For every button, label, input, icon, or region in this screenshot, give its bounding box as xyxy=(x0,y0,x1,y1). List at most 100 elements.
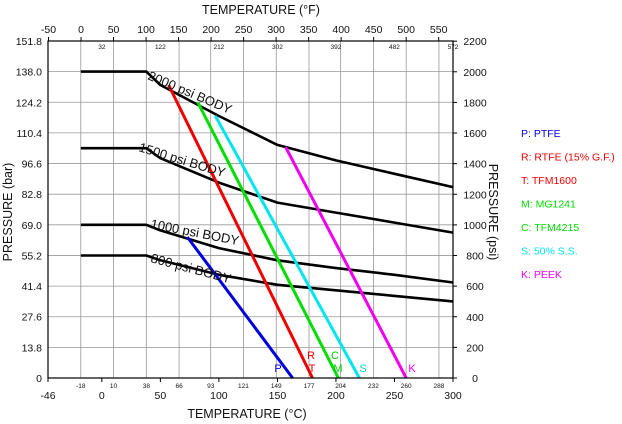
body-curve-line xyxy=(80,70,454,189)
right-tick-label: 1800 xyxy=(463,97,487,109)
top-minor-tick-label: 212 xyxy=(213,44,224,51)
top-tick-label: 0 xyxy=(78,24,84,36)
bottom-tick-label: -46 xyxy=(40,390,55,402)
bottom-minor-tick-label: 288 xyxy=(434,383,445,390)
bottom-tick-label: 0 xyxy=(99,390,105,402)
bottom-tick-label: 200 xyxy=(327,390,345,402)
legend-item-K: K: PEEK xyxy=(521,269,562,281)
top-tick-label: 350 xyxy=(300,24,318,36)
bottom-minor-tick-label: 149 xyxy=(271,383,282,390)
series-line-R xyxy=(167,84,314,379)
bottom-axis-title: TEMPERATURE (°C) xyxy=(187,407,306,421)
legend-item-S: S: 50% S.S. xyxy=(521,246,578,258)
body-curves xyxy=(80,70,454,303)
right-tick-label: 1200 xyxy=(463,189,487,201)
right-tick-label: 800 xyxy=(466,251,484,263)
bottom-minor-tick-label: 38 xyxy=(143,383,151,390)
bottom-minor-tick-label: 93 xyxy=(207,383,215,390)
left-axis-title: PRESSURE (bar) xyxy=(1,163,15,262)
bottom-tick-label: 250 xyxy=(386,390,404,402)
left-tick-label: 69.0 xyxy=(22,220,43,232)
right-axis-title: PRESSURE (psi) xyxy=(486,164,500,261)
right-tick-label: 400 xyxy=(466,312,484,324)
top-tick-label: 450 xyxy=(365,24,383,36)
legend-item-R: R: RTFE (15% G.F.) xyxy=(521,152,615,164)
plot-frame xyxy=(47,40,454,379)
left-tick-label: 138.0 xyxy=(16,67,42,79)
chart-labels: 2000 psi BODY 1500 psi BODY 1000 psi BODY 8… xyxy=(137,68,615,375)
top-tick-label: 400 xyxy=(332,24,350,36)
left-tick-label: 96.6 xyxy=(22,159,43,171)
right-tick-label: 2000 xyxy=(463,67,487,79)
series-end-label: P xyxy=(274,363,281,375)
left-tick-label: 0 xyxy=(36,373,42,385)
left-tick-label: 13.8 xyxy=(22,342,43,354)
top-tick-label: 550 xyxy=(430,24,448,36)
right-tick-label: 200 xyxy=(466,342,484,354)
legend-item-M: M: MG1241 xyxy=(521,199,576,211)
grid-lines xyxy=(48,40,453,379)
top-tick-label: 500 xyxy=(397,24,415,36)
bottom-minor-tick-label: 177 xyxy=(304,383,315,390)
bottom-minor-tick-label: -18 xyxy=(76,383,86,390)
material-series xyxy=(167,84,408,379)
top-minor-tick-label: 392 xyxy=(331,44,342,51)
body-curve-label: 1000 psi BODY xyxy=(149,216,240,248)
top-tick-label: -50 xyxy=(41,24,56,36)
series-line-S xyxy=(214,115,361,379)
legend-item-T: T: TFM1600 xyxy=(521,175,577,187)
left-tick-label: 124.2 xyxy=(16,97,42,109)
bottom-tick-label: 100 xyxy=(210,390,228,402)
top-tick-label: 150 xyxy=(170,24,188,36)
bottom-minor-tick-label: 66 xyxy=(175,383,183,390)
tick-labels: 151.8 138.0 124.2 110.4 96.6 82.8 69.0 55.2 41.4… xyxy=(16,24,487,402)
body-curve-line xyxy=(80,146,454,234)
series-line-P xyxy=(186,236,294,379)
bottom-minor-tick-label: 260 xyxy=(401,383,412,390)
bottom-tick-label: 150 xyxy=(269,390,287,402)
series-end-label: K xyxy=(408,363,416,375)
series-line-M xyxy=(196,101,340,379)
right-tick-label: 0 xyxy=(472,373,478,385)
left-tick-label: 27.6 xyxy=(22,312,43,324)
bottom-minor-tick-label: 10 xyxy=(110,383,118,390)
top-minor-tick-label: 482 xyxy=(389,44,400,51)
bottom-minor-tick-label: 204 xyxy=(335,383,346,390)
bottom-minor-tick-label: 232 xyxy=(368,383,379,390)
body-curve-label: 2000 psi BODY xyxy=(146,68,235,117)
bottom-tick-label: 300 xyxy=(444,390,462,402)
left-tick-label: 110.4 xyxy=(17,128,43,140)
top-minor-tick-label: 122 xyxy=(155,44,166,51)
series-end-label: T xyxy=(309,363,316,375)
right-tick-label: 1600 xyxy=(463,128,487,140)
series-line-K xyxy=(284,146,408,379)
top-axis-title: TEMPERATURE (°F) xyxy=(202,3,320,17)
series-end-label: M xyxy=(333,363,342,375)
top-tick-label: 200 xyxy=(202,24,220,36)
left-tick-label: 82.8 xyxy=(22,189,43,201)
top-tick-label: 300 xyxy=(267,24,285,36)
body-curve-line xyxy=(80,254,454,303)
series-end-label: R xyxy=(307,350,315,362)
series-end-label: C xyxy=(331,350,339,362)
body-curve-label: 1500 psi BODY xyxy=(137,140,227,181)
series-end-label: S xyxy=(359,363,366,375)
right-tick-label: 1400 xyxy=(463,159,487,171)
left-tick-label: 41.4 xyxy=(22,281,43,293)
top-tick-label: 100 xyxy=(137,24,155,36)
bottom-tick-label: 50 xyxy=(155,390,167,402)
legend-item-P: P: PTFE xyxy=(521,128,561,140)
legend-item-C: C: TFM4215 xyxy=(521,222,579,234)
left-tick-label: 55.2 xyxy=(22,250,43,262)
body-curve-line xyxy=(80,223,454,284)
right-tick-label: 2200 xyxy=(463,36,487,48)
top-tick-label: 50 xyxy=(108,24,120,36)
left-tick-label: 151.8 xyxy=(16,36,42,48)
top-minor-tick-label: 32 xyxy=(98,44,106,51)
right-tick-label: 1000 xyxy=(463,220,487,232)
top-minor-tick-label: 302 xyxy=(272,44,283,51)
right-tick-label: 600 xyxy=(466,281,484,293)
top-tick-label: 250 xyxy=(235,24,253,36)
bottom-minor-tick-label: 121 xyxy=(238,383,249,390)
